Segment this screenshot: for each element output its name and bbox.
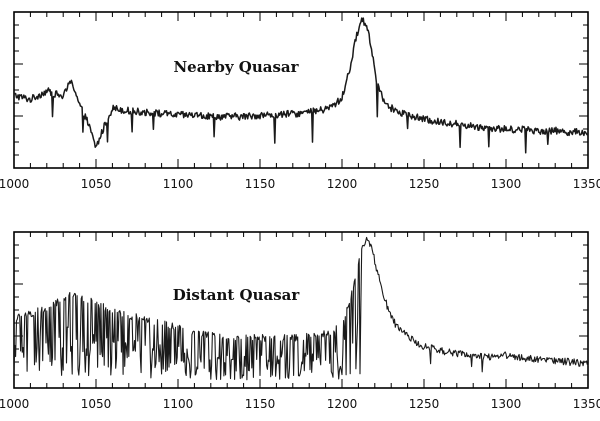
plot-frame <box>13 11 589 169</box>
spectrum-line <box>13 236 589 381</box>
x-tick-label: 1000 <box>0 397 29 411</box>
spectrum-line <box>13 17 589 154</box>
x-tick-label: 1100 <box>163 397 194 411</box>
x-tick-label: 1350 <box>573 177 600 191</box>
x-tick-label: 1100 <box>163 177 194 191</box>
panel-title: Distant Quasar <box>173 286 301 304</box>
x-tick-label: 1300 <box>491 177 522 191</box>
x-tick-label: 1150 <box>245 177 276 191</box>
x-tick-label: 1300 <box>491 397 522 411</box>
x-tick-label: 1000 <box>0 177 29 191</box>
x-tick-label: 1250 <box>409 177 440 191</box>
x-tick-label: 1050 <box>81 397 112 411</box>
x-tick-label: 1200 <box>327 177 358 191</box>
panel-title: Nearby Quasar <box>173 58 299 76</box>
distant-quasar-panel: 1000 1050 1100 1150 1200 1250 1300 1350 Distant … <box>0 231 600 411</box>
x-tick-label: 1200 <box>327 397 358 411</box>
x-tick-label: 1050 <box>81 177 112 191</box>
x-tick-label: 1250 <box>409 397 440 411</box>
nearby-quasar-panel: 1000 1050 1100 1150 1200 1250 1300 1350 Nearby Q… <box>0 11 600 191</box>
x-tick-label: 1350 <box>573 397 600 411</box>
x-tick-label: 1150 <box>245 397 276 411</box>
